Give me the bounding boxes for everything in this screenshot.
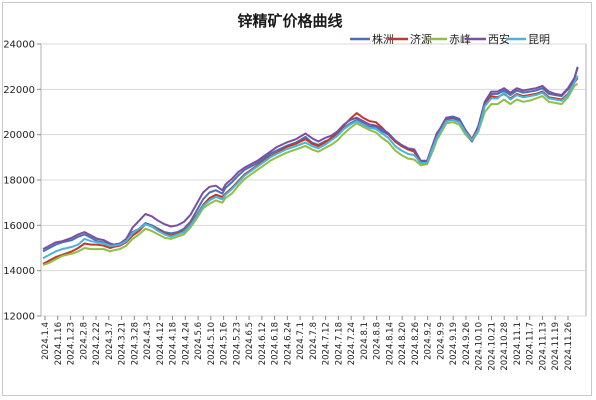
series-line-5 xyxy=(42,75,579,260)
x-tick-label: 2024.9.26 xyxy=(462,322,472,365)
x-tick-label: 2024.10.10 xyxy=(475,322,485,371)
x-tick-label: 2024.11.19 xyxy=(551,322,561,371)
zinc-price-line-chart: 锌精矿价格曲线 12000 14000 16000 18000 20000 22000 24… xyxy=(3,12,587,371)
series-line-2 xyxy=(42,77,579,265)
x-tick-label: 2024.9.2 xyxy=(424,322,434,360)
x-tick-label: 2024.1.4 xyxy=(41,322,51,360)
x-tick-label: 2024.8.20 xyxy=(398,322,408,365)
x-tick-label: 2024.11.26 xyxy=(564,322,574,371)
x-tick-label: 2024.5.10 xyxy=(207,322,217,365)
legend-label: 株洲 xyxy=(372,32,394,46)
x-tick-label: 2024.6.24 xyxy=(283,322,293,365)
x-tick-label: 2024.3.28 xyxy=(130,322,140,365)
chart-title: 锌精矿价格曲线 xyxy=(237,12,342,30)
y-tick-label: 22000 xyxy=(3,85,35,96)
x-tick-label: 2024.11.13 xyxy=(538,322,548,371)
x-tick-label: 2024.10.21 xyxy=(487,322,497,371)
x-tick-label: 2024.7.18 xyxy=(334,322,344,365)
y-tick-label: 12000 xyxy=(3,312,35,323)
x-tick-label: 2024.11.7 xyxy=(526,322,536,365)
x-tick-label: 2024.9.19 xyxy=(449,322,459,365)
x-tick-label: 2024.3.7 xyxy=(105,322,115,360)
x-tick-label: 2024.2.8 xyxy=(79,322,89,360)
x-tick-label: 2024.4.24 xyxy=(181,322,191,365)
legend-label: 济源 xyxy=(410,32,432,46)
x-tick-label: 2024.10.28 xyxy=(500,322,510,371)
x-tick-label: 2024.8.26 xyxy=(411,322,421,365)
x-tick-label: 2024.4.3 xyxy=(143,322,153,360)
x-tick-label: 2024.5.16 xyxy=(220,322,230,365)
x-tick-label: 2024.5.23 xyxy=(232,322,242,365)
x-tick-label: 2024.9.9 xyxy=(436,322,446,360)
x-tick-label: 2024.4.12 xyxy=(156,322,166,365)
x-tick-label: 2024.8.8 xyxy=(373,322,383,360)
x-tick-label: 2024.5.6 xyxy=(194,322,204,360)
x-tick-label: 2024.7.24 xyxy=(347,322,357,365)
x-tick-label: 2024.1.16 xyxy=(54,322,64,365)
x-tick-label: 2024.6.18 xyxy=(271,322,281,365)
x-tick-label: 2024.11.1 xyxy=(513,322,523,365)
legend-label: 西安 xyxy=(488,32,510,46)
legend-label: 赤峰 xyxy=(449,33,471,46)
x-tick-label: 2024.2.22 xyxy=(92,322,102,365)
x-tick-label: 2024.8.14 xyxy=(385,322,395,365)
legend-label: 昆明 xyxy=(528,33,550,46)
x-tick-label: 2024.7.8 xyxy=(309,322,319,360)
x-tick-label: 2024.8.1 xyxy=(360,322,370,360)
x-tick-label: 2024.6.12 xyxy=(258,322,268,365)
series-line-4 xyxy=(42,67,579,250)
x-tick-label: 2024.7.1 xyxy=(296,322,306,360)
x-tick-label: 2024.7.12 xyxy=(322,322,332,365)
x-tick-label: 2024.1.23 xyxy=(67,322,77,365)
x-tick-label: 2024.4.18 xyxy=(169,322,179,365)
series-line-3 xyxy=(42,82,579,266)
y-tick-label: 16000 xyxy=(3,221,35,232)
y-tick-label: 20000 xyxy=(3,130,35,141)
y-tick-label: 18000 xyxy=(3,176,35,187)
y-tick-label: 14000 xyxy=(3,266,35,277)
x-tick-label: 2024.3.21 xyxy=(118,322,128,365)
x-tick-label: 2024.6.5 xyxy=(245,322,255,360)
y-tick-label: 24000 xyxy=(3,40,35,51)
series-line-1 xyxy=(42,66,579,253)
chart-frame: 锌精矿价格曲线 12000 14000 16000 18000 20000 22000 24… xyxy=(2,2,592,396)
